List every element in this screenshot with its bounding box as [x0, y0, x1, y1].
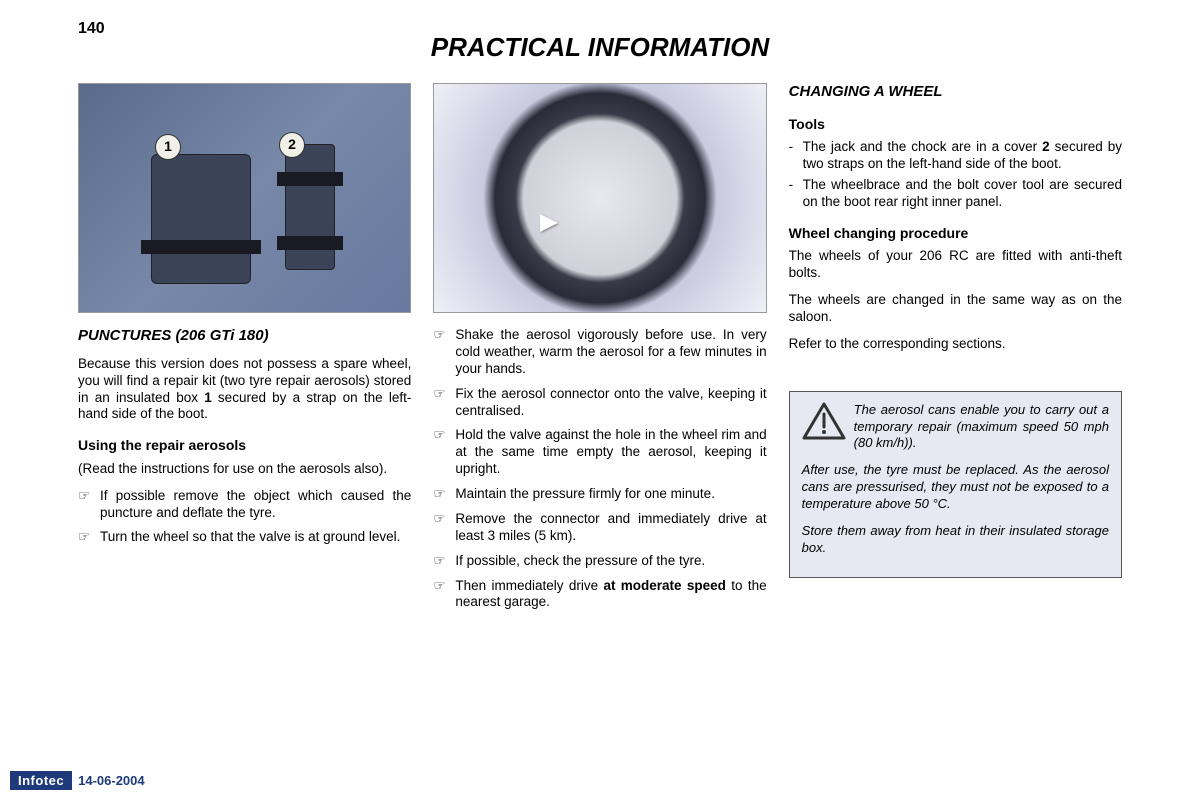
image-wheel — [433, 83, 766, 313]
subheading-tools: Tools — [789, 116, 1122, 134]
bullet-item: ☞If possible remove the object which cau… — [78, 488, 411, 522]
warning-text: The aerosol cans enable you to carry out… — [802, 402, 1109, 453]
image-boot-kit: 1 2 — [78, 83, 411, 313]
pointer-icon: ☞ — [433, 553, 455, 570]
image-marker-2: 2 — [279, 132, 305, 158]
page-title: PRACTICAL INFORMATION — [0, 0, 1200, 83]
pointer-icon: ☞ — [433, 511, 455, 545]
subheading-procedure: Wheel changing procedure — [789, 225, 1122, 243]
warning-text: After use, the tyre must be replaced. As… — [802, 462, 1109, 513]
column-2: ☞Shake the aerosol vigorously before use… — [433, 83, 766, 619]
pointer-icon: ☞ — [433, 486, 455, 503]
pointer-icon: ☞ — [433, 578, 455, 612]
heading-punctures: PUNCTURES (206 GTi 180) — [78, 327, 411, 346]
pointer-icon: ☞ — [433, 427, 455, 478]
warning-triangle-icon — [802, 402, 846, 440]
footer-brand: Infotec — [10, 771, 72, 790]
bullet-item: ☞If possible, check the pressure of the … — [433, 553, 766, 570]
bullet-item: ☞Then immediately drive at moderate spee… — [433, 578, 766, 612]
pointer-icon: ☞ — [433, 327, 455, 378]
bullet-item: ☞Fix the aerosol connector onto the valv… — [433, 386, 766, 420]
pointer-icon: ☞ — [78, 529, 100, 546]
pointer-icon: ☞ — [78, 488, 100, 522]
bullet-item: ☞Turn the wheel so that the valve is at … — [78, 529, 411, 546]
image-marker-1: 1 — [155, 134, 181, 160]
bullet-item: ☞Remove the connector and immediately dr… — [433, 511, 766, 545]
subheading-repair-aerosols: Using the repair aerosols — [78, 437, 411, 455]
bullet-item: ☞Hold the valve against the hole in the … — [433, 427, 766, 478]
warning-box: The aerosol cans enable you to carry out… — [789, 391, 1122, 578]
arrow-icon — [540, 214, 558, 232]
dash-item: -The wheelbrace and the bolt cover tool … — [789, 177, 1122, 211]
heading-changing-wheel: CHANGING A WHEEL — [789, 83, 1122, 102]
dash-item: -The jack and the chock are in a cover 2… — [789, 139, 1122, 173]
warning-text: Store them away from heat in their insul… — [802, 523, 1109, 557]
column-3: CHANGING A WHEEL Tools -The jack and the… — [789, 83, 1122, 619]
procedure-text: Refer to the corresponding sections. — [789, 336, 1122, 353]
procedure-text: The wheels are changed in the same way a… — [789, 292, 1122, 326]
bullet-item: ☞Shake the aerosol vigorously before use… — [433, 327, 766, 378]
column-1: 1 2 PUNCTURES (206 GTi 180) Because this… — [78, 83, 411, 619]
bullet-item: ☞Maintain the pressure firmly for one mi… — [433, 486, 766, 503]
content-columns: 1 2 PUNCTURES (206 GTi 180) Because this… — [0, 83, 1200, 619]
footer: Infotec 14-06-2004 — [10, 771, 145, 790]
pointer-icon: ☞ — [433, 386, 455, 420]
intro-paragraph: Because this version does not possess a … — [78, 356, 411, 424]
page-number: 140 — [78, 20, 105, 38]
footer-date: 14-06-2004 — [78, 773, 145, 788]
procedure-text: The wheels of your 206 RC are fitted wit… — [789, 248, 1122, 282]
aerosol-note: (Read the instructions for use on the ae… — [78, 461, 411, 478]
